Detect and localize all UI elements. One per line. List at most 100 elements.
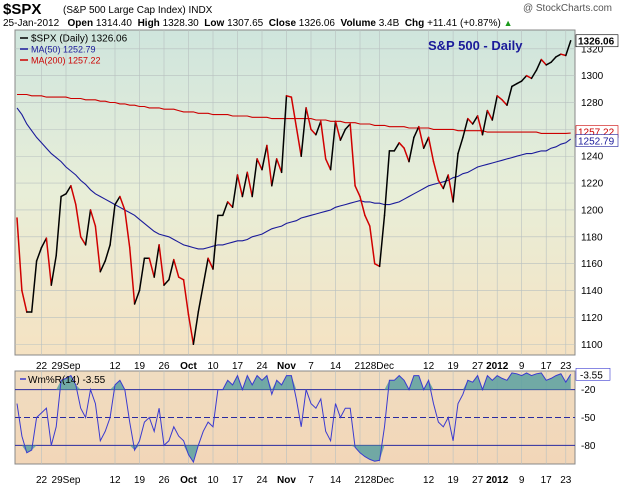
- price-segment: [432, 160, 440, 182]
- stockcharts-credit[interactable]: @ StockCharts.com: [522, 3, 612, 14]
- chg-label: Chg: [404, 18, 425, 29]
- main-x-tick-label: 12: [423, 361, 435, 372]
- price-segment: [462, 117, 469, 139]
- price-segment: [246, 171, 253, 198]
- indicator-x-tick-label: 12: [423, 475, 435, 486]
- wm-last-value-box: [575, 368, 611, 381]
- main-x-tick-label: 22: [36, 361, 48, 372]
- chart-symbol-description: (S&P 500 Large Cap Index) INDX: [63, 5, 213, 16]
- price-segment: [300, 107, 307, 157]
- price-segment: [383, 150, 391, 217]
- price-segment: [30, 260, 38, 313]
- indicator-x-tick-label: 28Dec: [365, 475, 394, 486]
- low-value: 1307.65: [227, 18, 264, 29]
- price-segment: [226, 201, 234, 209]
- price-segment: [275, 158, 283, 174]
- main-y-tick-label: 1140: [581, 286, 603, 297]
- price-segment: [94, 225, 102, 273]
- main-y-tick-label: 1120: [581, 313, 603, 324]
- main-x-tick-label: Nov: [277, 361, 296, 372]
- price-segment: [158, 244, 165, 286]
- price-segment: [207, 257, 214, 270]
- ma200-line: [17, 93, 571, 134]
- main-x-tick-label: 23: [560, 361, 572, 372]
- volume-value: 3.4B: [378, 18, 400, 29]
- price-segment: [168, 258, 175, 281]
- wm-last-value-label: -3.55: [580, 370, 603, 381]
- price-segment: [555, 53, 562, 58]
- indicator-x-tick-label: 26: [158, 475, 170, 486]
- main-x-tick-label: 28Dec: [365, 361, 394, 372]
- indicator-x-tick-label: 19: [448, 475, 460, 486]
- price-segment: [324, 158, 332, 171]
- legend-label-ma50: MA(50) 1252.79: [31, 45, 96, 55]
- price-segment: [427, 136, 435, 163]
- indicator-x-tick-label: 24: [256, 475, 268, 486]
- price-series-group: [16, 39, 572, 346]
- price-segment: [310, 128, 317, 136]
- price-segment: [467, 117, 474, 125]
- indicator-x-tick-label: Nov: [277, 475, 296, 486]
- price-segment: [148, 257, 155, 278]
- price-segment: [471, 115, 479, 125]
- price-segment: [359, 195, 366, 217]
- price-segment: [530, 69, 538, 80]
- indicator-x-tick-label: 9: [519, 475, 525, 486]
- main-x-tick-label: 17: [541, 361, 553, 372]
- high-label: High: [137, 18, 160, 29]
- axes-labels: 22 22 29Sep 29Sep 12 12 19 19 26 26 Oct Oct 10 10 17 17…: [36, 34, 619, 486]
- price-segment: [486, 109, 494, 121]
- price-segment: [525, 74, 533, 80]
- price-segment: [520, 74, 528, 82]
- price-segment: [266, 144, 273, 187]
- low-label: Low: [204, 18, 225, 29]
- main-x-tick-label: 29Sep: [52, 361, 81, 372]
- price-segment: [285, 95, 293, 98]
- price-segment: [496, 95, 503, 101]
- price-segment: [109, 203, 116, 246]
- price-segment: [320, 120, 327, 160]
- indicator-x-tick-label: Oct: [180, 475, 197, 486]
- ma50-last-value-label-box: [575, 134, 619, 147]
- price-segment: [153, 244, 160, 278]
- main-x-tick-label: 2012: [486, 361, 509, 372]
- price-segment: [413, 125, 420, 139]
- main-x-tick-label: 17: [232, 361, 244, 372]
- indicator-x-tick-label: 7: [308, 475, 314, 486]
- open-label: Open: [67, 18, 94, 29]
- price-segment: [261, 144, 268, 171]
- price-segment: [354, 185, 361, 198]
- main-x-tick-label: 9: [519, 361, 525, 372]
- price-segment: [550, 56, 557, 63]
- indicator-x-tick-label: 22: [36, 475, 48, 486]
- price-segment: [75, 203, 82, 238]
- quote-summary: 25-Jan-2012 Open 1314.40 High 1328.30 Lo…: [3, 18, 513, 29]
- price-segment: [84, 209, 92, 246]
- price-segment: [378, 214, 386, 268]
- price-segment: [271, 158, 278, 187]
- price-segment: [442, 174, 449, 190]
- legend-label-price: $SPX (Daily) 1326.06: [31, 34, 128, 45]
- price-segment: [447, 174, 454, 203]
- price-segment: [393, 142, 400, 152]
- legend-label-ma200: MA(200) 1257.22: [31, 56, 101, 66]
- wm-line: [16, 372, 572, 464]
- chg-value: +11.41 (+0.87%): [427, 18, 501, 29]
- indicator-x-tick-label: 12: [109, 475, 121, 486]
- main-x-tick-label: 26: [158, 361, 170, 372]
- price-segment: [540, 58, 547, 66]
- indicator-x-tick-label: 10: [207, 475, 219, 486]
- main-x-tick-label: 7: [308, 361, 314, 372]
- chg-up-arrow-icon: ▲: [503, 18, 513, 28]
- price-segment: [104, 244, 111, 262]
- volume-label: Volume: [340, 18, 376, 29]
- price-segment: [21, 289, 28, 313]
- price-segment: [560, 53, 567, 57]
- price-segment: [70, 185, 77, 206]
- close-value: 1326.06: [298, 18, 335, 29]
- price-segment: [256, 158, 263, 171]
- indicator-x-tick-label: 19: [134, 475, 146, 486]
- price-segment: [16, 217, 23, 292]
